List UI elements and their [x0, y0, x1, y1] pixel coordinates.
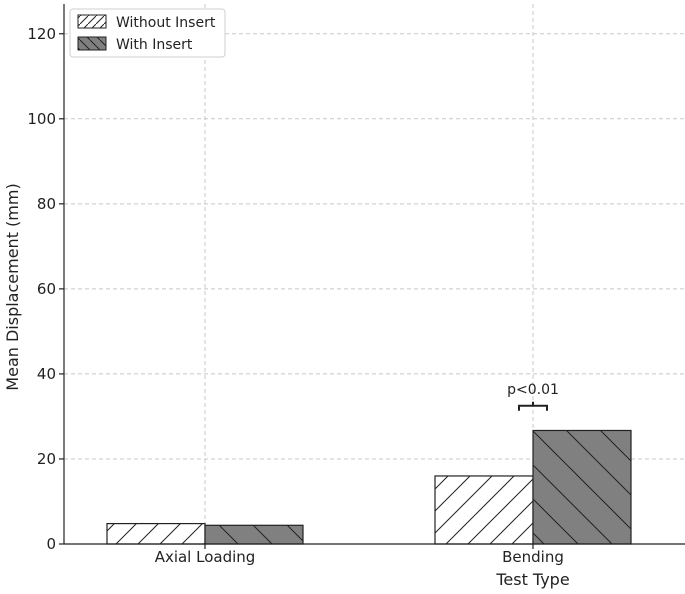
y-tick-label: 80	[37, 195, 56, 213]
bars-layer	[106, 429, 632, 545]
x-ticks: Axial Loading Bending	[155, 544, 564, 566]
y-tick-label: 0	[46, 535, 56, 553]
legend-swatch-with-insert	[77, 36, 107, 51]
y-axis-title: Mean Displacement (mm)	[3, 183, 22, 390]
bar-without-insert	[106, 522, 206, 545]
bar-with-insert	[204, 524, 304, 545]
legend-box	[69, 8, 226, 58]
significance-annotation: p<0.01	[507, 382, 559, 411]
y-tick-label: 40	[37, 365, 56, 383]
legend-swatch-without-insert	[77, 14, 107, 29]
significance-bracket	[518, 401, 548, 411]
legend-label-without-insert: Without Insert	[116, 15, 216, 31]
x-tick-label: Bending	[502, 548, 564, 566]
legend: Without Insert With Insert	[69, 8, 226, 58]
x-tick-label: Axial Loading	[155, 548, 256, 566]
bar-without-insert	[434, 475, 534, 545]
y-tick-label: 20	[37, 450, 56, 468]
y-tick-label: 60	[37, 280, 56, 298]
legend-label-with-insert: With Insert	[116, 37, 193, 53]
y-ticks: 0 20 40 60 80 100 120	[27, 25, 64, 553]
significance-label: p<0.01	[507, 382, 559, 398]
y-tick-label: 120	[27, 25, 56, 43]
y-tick-label: 100	[27, 110, 56, 128]
x-axis-title: Test Type	[495, 570, 569, 589]
bar-with-insert	[532, 429, 632, 545]
